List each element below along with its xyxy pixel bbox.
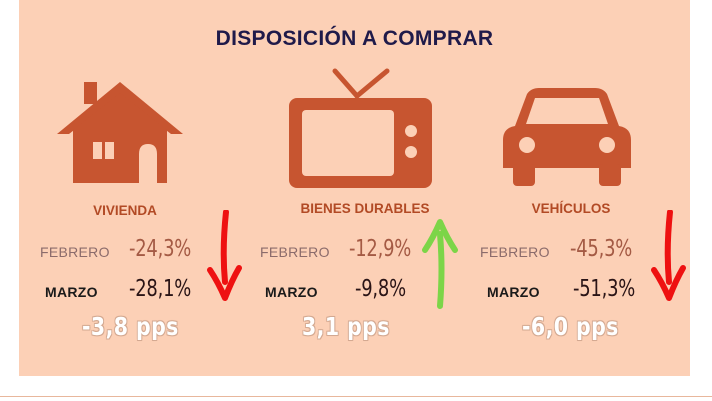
vivienda-febrero-value: -24,3%	[129, 236, 192, 262]
up-arrow-icon	[422, 219, 458, 309]
infographic-title: DISPOSICIÓN A COMPRAR	[215, 27, 494, 50]
down-arrow-icon	[207, 210, 242, 301]
vivienda-change: -3,8 pps	[82, 312, 179, 341]
house-icon	[57, 82, 183, 183]
vehiculos-marzo-label: MARZO	[487, 284, 540, 300]
car-icon	[503, 88, 631, 186]
bienes-febrero-value: -12,9%	[349, 236, 412, 262]
category-label-vehiculos: VEHÍCULOS	[531, 201, 611, 216]
down-arrow-icon	[651, 210, 686, 301]
bienes-change: 3,1 pps	[302, 312, 390, 341]
vivienda-marzo-value: -28,1%	[129, 276, 192, 302]
bienes-febrero-label: FEBRERO	[260, 244, 330, 260]
category-label-vivienda: VIVIENDA	[93, 203, 157, 218]
divider	[0, 396, 712, 397]
tv-icon	[289, 68, 432, 188]
bienes-marzo-value: -9,8%	[355, 276, 406, 302]
vehiculos-febrero-label: FEBRERO	[480, 244, 550, 260]
vivienda-febrero-label: FEBRERO	[40, 244, 110, 260]
vivienda-marzo-label: MARZO	[45, 284, 98, 300]
vehiculos-change: -6,0 pps	[522, 312, 619, 341]
infographic-panel: DISPOSICIÓN A COMPRAR VIVIENDA BIENES DU…	[19, 0, 690, 376]
category-label-bienes-durables: BIENES DURABLES	[300, 201, 430, 216]
bienes-marzo-label: MARZO	[265, 284, 318, 300]
vehiculos-marzo-value: -51,3%	[573, 276, 636, 302]
vehiculos-febrero-value: -45,3%	[570, 236, 633, 262]
